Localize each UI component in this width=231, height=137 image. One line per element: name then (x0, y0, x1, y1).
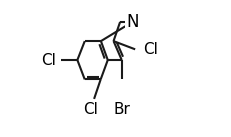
Text: N: N (126, 13, 138, 31)
Text: Br: Br (113, 102, 130, 117)
Text: Cl: Cl (143, 42, 158, 57)
Text: Cl: Cl (41, 52, 55, 68)
Text: Cl: Cl (83, 102, 98, 117)
